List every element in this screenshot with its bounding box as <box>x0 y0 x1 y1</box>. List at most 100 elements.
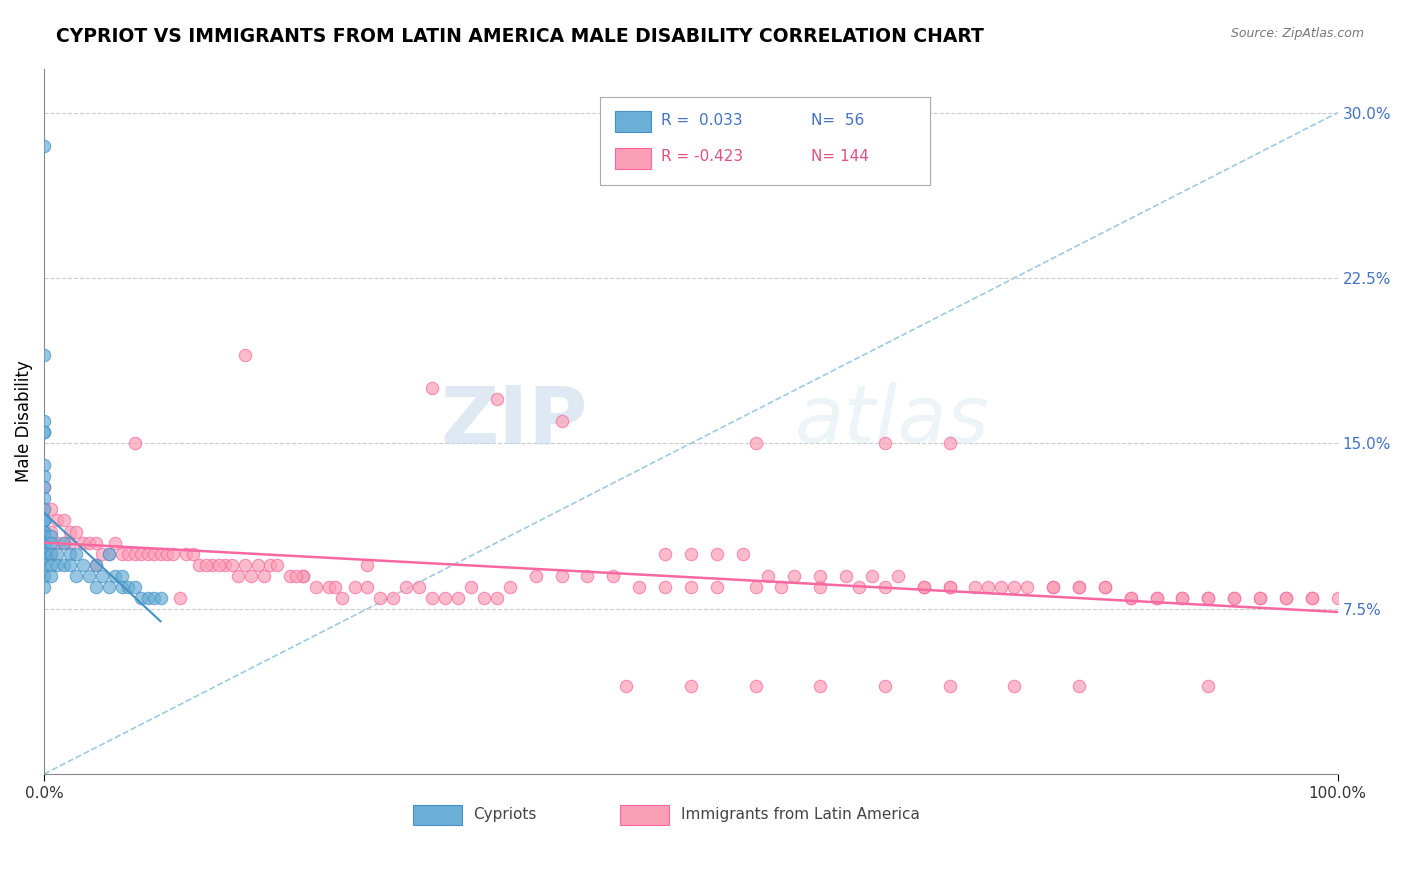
Point <box>32 348 55 362</box>
Point <box>104 568 127 582</box>
Point <box>485 591 508 605</box>
Text: R =  0.033: R = 0.033 <box>661 112 742 128</box>
Point <box>1275 591 1298 605</box>
Point <box>848 580 870 594</box>
Point <box>226 568 249 582</box>
Point <box>654 580 676 594</box>
Point <box>143 547 166 561</box>
Point <box>32 425 55 440</box>
Point <box>395 580 418 594</box>
Point <box>1146 591 1168 605</box>
Point <box>32 491 55 506</box>
Point <box>39 535 62 549</box>
Point <box>32 580 55 594</box>
Point <box>32 480 55 494</box>
Point <box>1223 591 1246 605</box>
Point <box>1119 591 1142 605</box>
Point <box>318 580 340 594</box>
Point <box>330 591 353 605</box>
Point <box>129 591 152 605</box>
Point <box>808 568 831 582</box>
Point <box>291 568 314 582</box>
Point <box>758 568 780 582</box>
Text: Cypriots: Cypriots <box>474 807 537 822</box>
Point <box>32 547 55 561</box>
Point <box>32 524 55 539</box>
Point <box>1042 580 1064 594</box>
Point <box>550 568 572 582</box>
Point <box>39 547 62 561</box>
Point <box>32 502 55 516</box>
Point <box>117 580 139 594</box>
Point <box>1119 591 1142 605</box>
Point <box>84 558 107 572</box>
Point <box>32 558 55 572</box>
Point <box>1002 679 1025 693</box>
Point <box>39 524 62 539</box>
Point <box>1042 580 1064 594</box>
Point <box>576 568 599 582</box>
Point <box>169 591 191 605</box>
Point <box>460 580 482 594</box>
Point <box>343 580 366 594</box>
Point <box>59 524 82 539</box>
Text: atlas: atlas <box>794 383 988 460</box>
Point <box>783 568 806 582</box>
Point <box>938 580 960 594</box>
Point <box>143 591 166 605</box>
Point <box>873 436 896 450</box>
Point <box>1094 580 1116 594</box>
Point <box>1326 591 1348 605</box>
Point <box>65 524 87 539</box>
Point <box>52 535 75 549</box>
Point <box>32 502 55 516</box>
Point <box>65 547 87 561</box>
Point <box>382 591 405 605</box>
Point <box>408 580 430 594</box>
Point <box>253 568 276 582</box>
Point <box>808 679 831 693</box>
Point <box>32 138 55 153</box>
Point <box>679 547 702 561</box>
Point <box>1067 580 1090 594</box>
Point <box>84 580 107 594</box>
Point <box>912 580 935 594</box>
Point <box>32 535 55 549</box>
Point <box>124 547 146 561</box>
Point <box>32 414 55 428</box>
Point <box>744 580 766 594</box>
Point <box>136 547 159 561</box>
Point <box>124 580 146 594</box>
Point <box>524 568 547 582</box>
Point <box>72 558 94 572</box>
Point <box>965 580 987 594</box>
Point <box>104 535 127 549</box>
Bar <box>413 805 463 825</box>
Point <box>208 558 231 572</box>
Point <box>1171 591 1194 605</box>
Point <box>912 580 935 594</box>
FancyBboxPatch shape <box>600 96 931 185</box>
Point <box>32 535 55 549</box>
Point <box>32 529 55 543</box>
Point <box>1197 591 1219 605</box>
Point <box>124 436 146 450</box>
Point <box>990 580 1012 594</box>
Point <box>32 469 55 483</box>
Point <box>84 535 107 549</box>
Point <box>32 458 55 473</box>
Point <box>1146 591 1168 605</box>
Point <box>111 547 134 561</box>
Point <box>706 547 728 561</box>
Point <box>835 568 858 582</box>
Point <box>246 558 269 572</box>
Point <box>370 591 392 605</box>
Point <box>1017 580 1039 594</box>
Point <box>79 568 101 582</box>
Point <box>731 547 754 561</box>
Text: ZIP: ZIP <box>440 383 588 460</box>
Text: CYPRIOT VS IMMIGRANTS FROM LATIN AMERICA MALE DISABILITY CORRELATION CHART: CYPRIOT VS IMMIGRANTS FROM LATIN AMERICA… <box>56 27 984 45</box>
Point <box>860 568 883 582</box>
Point <box>887 568 910 582</box>
Point <box>52 535 75 549</box>
